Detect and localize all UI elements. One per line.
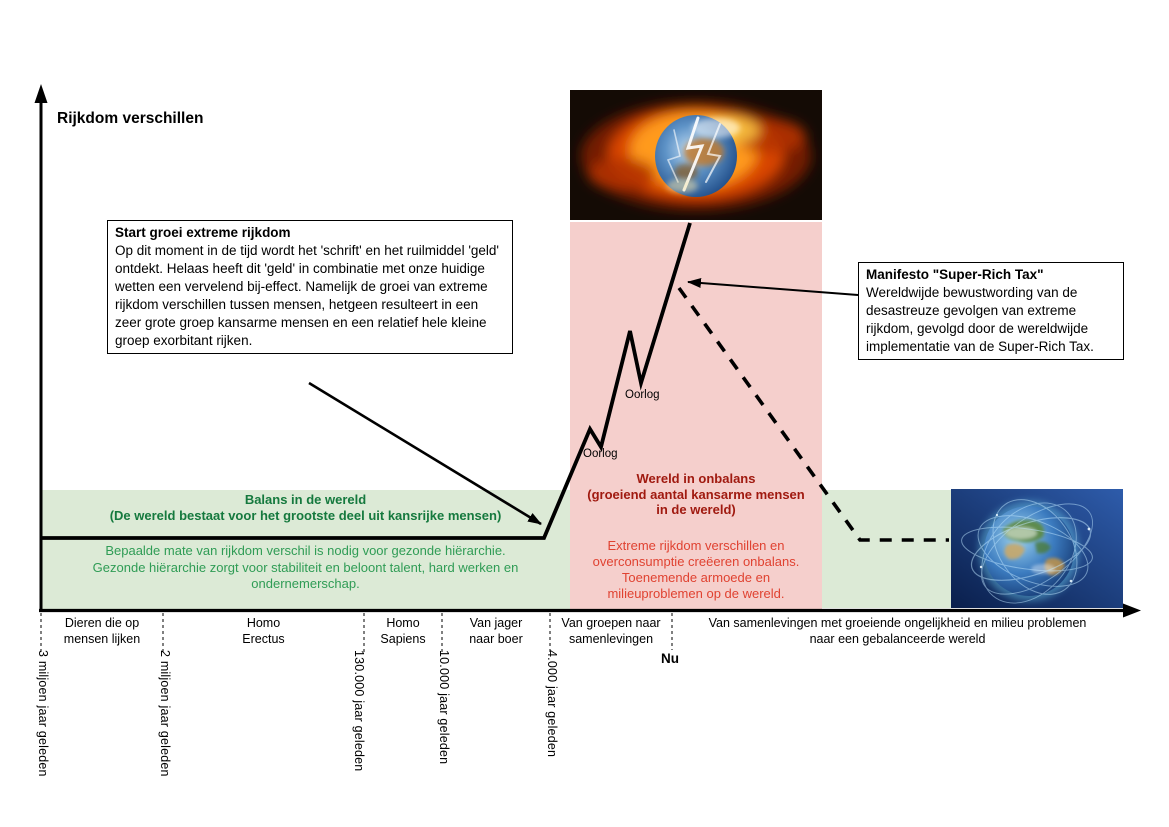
tick-label-130000: 130.000 jaar geleden — [352, 650, 366, 772]
start-groei-title: Start groei extreme rijkdom — [115, 225, 291, 240]
oorlog-label-1: Oorlog — [583, 448, 618, 460]
manifesto-body: Wereldwijde bewustwording van de desastr… — [866, 285, 1094, 354]
tick-label-2-miljoen: 2 miljoen jaar geleden — [158, 650, 172, 777]
region-onbalans-body: Extreme rijkdom verschillen en overconsu… — [592, 538, 800, 601]
start-groei-body: Op dit moment in de tijd wordt het 'schr… — [115, 243, 499, 348]
y-axis-title: Rijkdom verschillen — [57, 110, 204, 127]
segment-label-homo-erectus: Homo Erectus — [242, 616, 285, 646]
segment-label-homo-sapiens: Homo Sapiens — [380, 616, 426, 646]
connected-world-image — [951, 489, 1123, 608]
tick-label-4000: 4.000 jaar geleden — [545, 650, 559, 758]
y-axis-arrowhead — [34, 84, 48, 103]
region-balans-body: Bepaalde mate van rijkdom verschil is no… — [92, 543, 519, 591]
tick-label-10000: 10.000 jaar geleden — [437, 650, 451, 765]
exploding-earth-image — [570, 90, 822, 220]
manifesto-title: Manifesto "Super-Rich Tax" — [866, 267, 1044, 282]
region-balanced-future-background — [822, 490, 951, 608]
tick-label-3-miljoen: 3 miljoen jaar geleden — [36, 650, 50, 777]
region-onbalans-title: Wereld in onbalans (groeiend aantal kans… — [587, 471, 805, 517]
x-axis-arrowhead — [1123, 603, 1141, 618]
annotation-box-manifesto: Manifesto "Super-Rich Tax" Wereldwijde b… — [858, 262, 1124, 360]
segment-label-groepen-samenlevingen: Van groepen naar samenlevingen — [561, 616, 661, 646]
oorlog-label-2: Oorlog — [625, 389, 660, 401]
annotation-box-start-groei: Start groei extreme rijkdom Op dit momen… — [107, 220, 513, 354]
region-balans-title: Balans in de wereld (De wereld bestaat v… — [109, 492, 502, 523]
segment-label-jager-boer: Van jager naar boer — [469, 616, 523, 646]
segment-label-dieren: Dieren die op mensen lijken — [63, 616, 141, 646]
now-label: Nu — [661, 651, 679, 666]
segment-label-gebalanceerde-wereld: Van samenlevingen met groeiende ongelijk… — [708, 616, 1087, 646]
